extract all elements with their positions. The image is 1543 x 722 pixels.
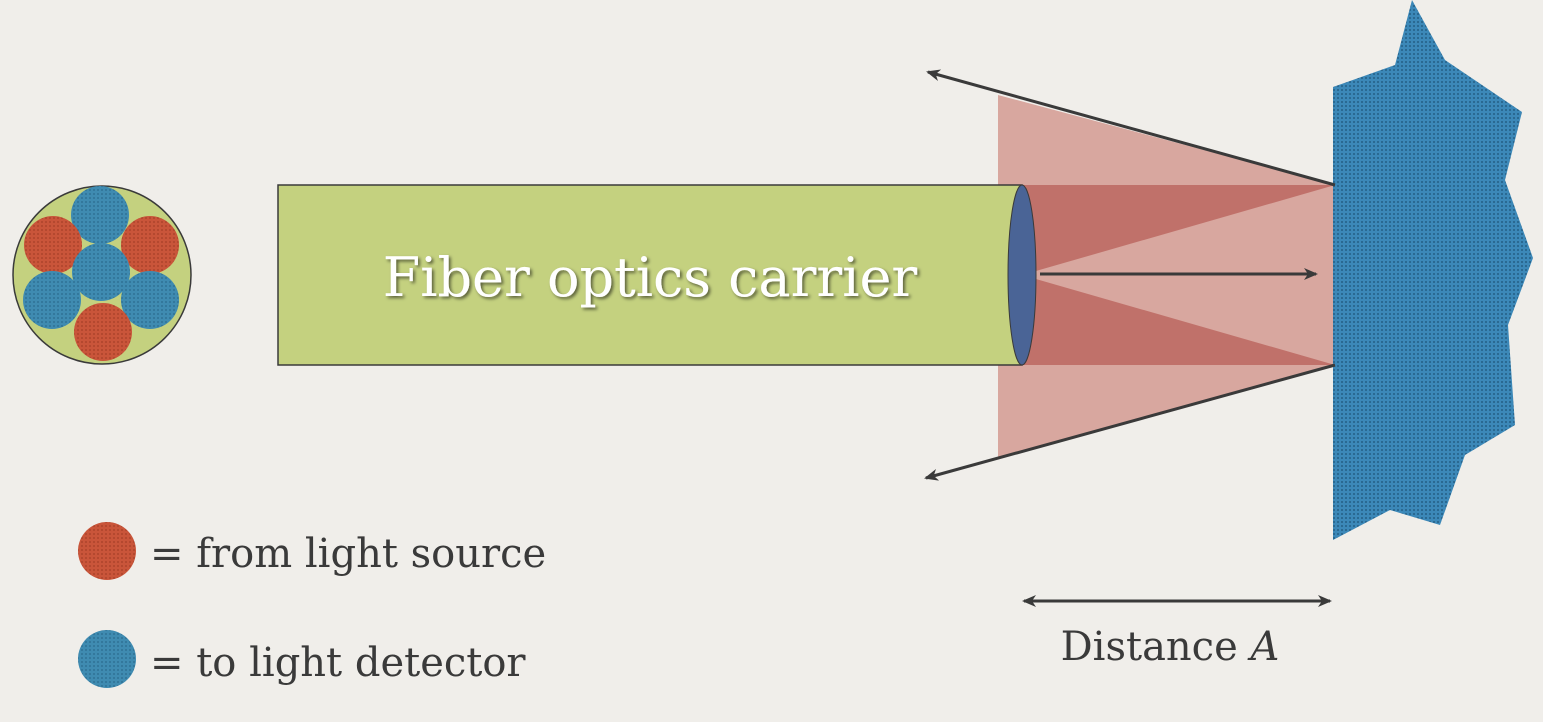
target-surface bbox=[1333, 0, 1533, 540]
legend-detector-swatch bbox=[78, 630, 136, 688]
distance-label-variable: A bbox=[1246, 624, 1279, 670]
distance-label: Distance A bbox=[1061, 624, 1280, 670]
inner-beam-lower bbox=[1022, 275, 1335, 365]
detector-fiber-dot bbox=[23, 271, 81, 329]
detector-fiber-dot bbox=[72, 243, 130, 301]
detector-fiber-dot bbox=[71, 186, 129, 244]
legend: = from light source = to light detector bbox=[78, 522, 546, 688]
legend-detector-label: = to light detector bbox=[150, 640, 526, 686]
fiber-end-face bbox=[1007, 184, 1037, 366]
inner-beam-upper bbox=[1022, 185, 1335, 275]
legend-source-label: = from light source bbox=[150, 531, 546, 577]
reflected-ray-upper-arrow bbox=[926, 69, 1336, 187]
carrier-label: Fiber optics carrier bbox=[383, 246, 918, 309]
source-fiber-dot bbox=[74, 303, 132, 361]
legend-source-swatch bbox=[78, 522, 136, 580]
reflected-ray-lower-arrow bbox=[924, 363, 1336, 481]
source-fiber-dot bbox=[121, 216, 179, 274]
outer-light-cone bbox=[998, 95, 1335, 458]
detector-fiber-dot bbox=[121, 271, 179, 329]
fiber-bundle-cross-section bbox=[12, 185, 192, 365]
distance-label-main: Distance bbox=[1061, 624, 1251, 670]
source-fiber-dot bbox=[24, 216, 82, 274]
